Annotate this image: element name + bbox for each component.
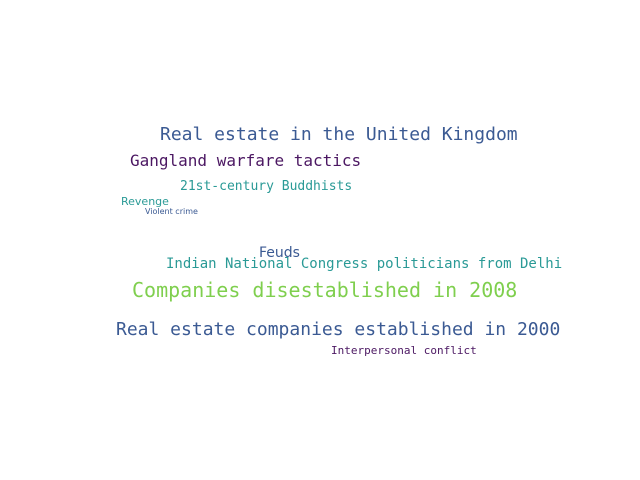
word-gangland-warfare-tactics: Gangland warfare tactics (130, 151, 362, 170)
word-revenge: Revenge (121, 195, 169, 208)
word-interpersonal-conflict: Interpersonal conflict (331, 344, 477, 357)
word-real-estate-companies-2000: Real estate companies established in 200… (116, 319, 561, 340)
word-real-estate-uk: Real estate in the United Kingdom (160, 124, 518, 145)
word-violent-crime: Violent crime (145, 207, 198, 216)
word-companies-disestablished-2008: Companies disestablished in 2008 (132, 278, 518, 302)
word-21st-century-buddhists: 21st-century Buddhists (180, 179, 353, 194)
word-inc-politicians-delhi: Indian National Congress politicians fro… (166, 256, 563, 272)
word-feuds: Feuds (259, 245, 300, 261)
